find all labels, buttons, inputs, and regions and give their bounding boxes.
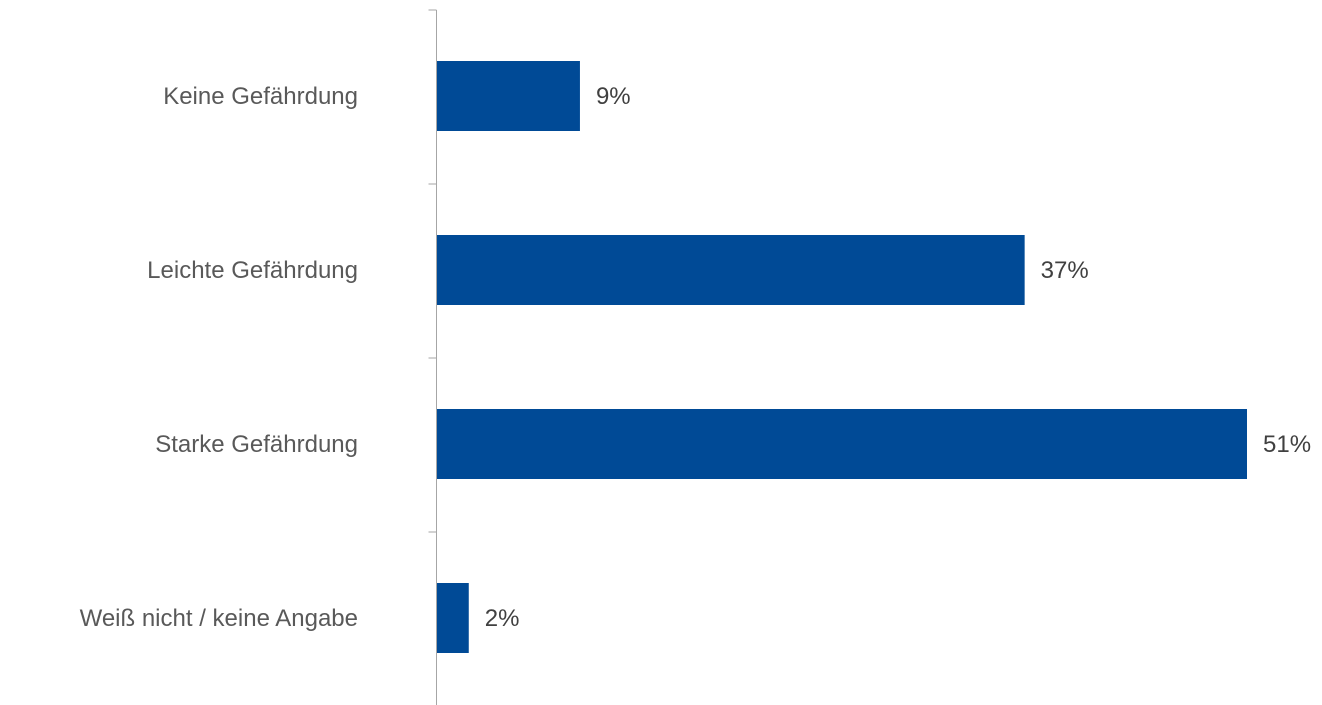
category-axis [428,9,437,705]
category-label-2: Starke Gefährdung [155,431,358,458]
category-label-0: Keine Gefährdung [163,83,358,110]
data-label-1: 37% [1041,257,1089,284]
bar-0 [437,61,580,131]
bars-group [437,61,1247,653]
data-label-2: 51% [1263,431,1311,458]
category-label-3: Weiß nicht / keine Angabe [80,605,358,632]
bar-2 [437,409,1247,479]
bar-1 [437,235,1025,305]
bar-3 [437,583,469,653]
data-label-3: 2% [485,605,520,632]
data-label-0: 9% [596,83,631,110]
labels-group: Keine Gefährdung 9% Leichte Gefährdung 37% S… [80,83,1311,632]
category-label-1: Leichte Gefährdung [147,257,358,284]
